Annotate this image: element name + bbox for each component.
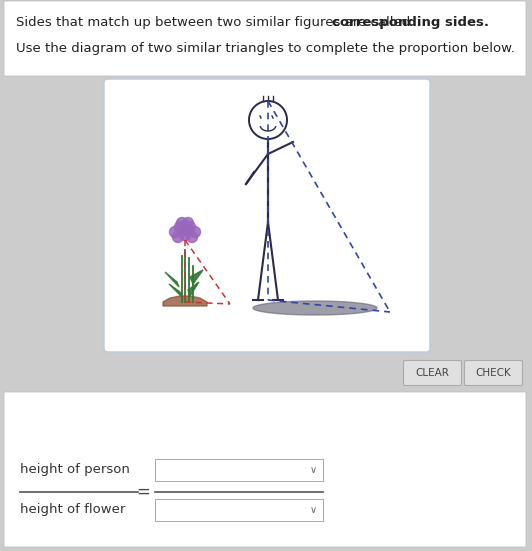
FancyBboxPatch shape <box>4 392 526 547</box>
Text: =: = <box>136 483 150 501</box>
FancyBboxPatch shape <box>4 1 526 76</box>
Circle shape <box>182 218 194 229</box>
Text: Sides that match up between two similar figures are called: Sides that match up between two similar … <box>16 16 414 29</box>
Text: ∨: ∨ <box>310 505 317 515</box>
Circle shape <box>187 231 197 242</box>
FancyBboxPatch shape <box>464 360 522 386</box>
Polygon shape <box>169 284 182 297</box>
Circle shape <box>170 226 180 237</box>
Text: height of flower: height of flower <box>20 504 126 516</box>
FancyBboxPatch shape <box>403 360 461 386</box>
Polygon shape <box>163 296 207 306</box>
Circle shape <box>177 218 187 229</box>
Text: ∨: ∨ <box>310 465 317 475</box>
Polygon shape <box>165 272 179 287</box>
Polygon shape <box>253 301 377 315</box>
Text: Use the diagram of two similar triangles to complete the proportion below.: Use the diagram of two similar triangles… <box>16 42 515 55</box>
FancyBboxPatch shape <box>155 459 323 481</box>
Text: CHECK: CHECK <box>476 368 511 378</box>
Circle shape <box>179 224 190 235</box>
Text: corresponding sides.: corresponding sides. <box>331 16 489 29</box>
Text: height of person: height of person <box>20 463 130 477</box>
Circle shape <box>179 230 190 240</box>
Text: CLEAR: CLEAR <box>415 368 450 378</box>
Circle shape <box>185 222 195 233</box>
Circle shape <box>174 222 186 233</box>
FancyBboxPatch shape <box>104 79 430 352</box>
FancyBboxPatch shape <box>155 499 323 521</box>
Circle shape <box>172 231 184 242</box>
Polygon shape <box>188 282 199 296</box>
Polygon shape <box>190 270 203 284</box>
Circle shape <box>189 226 201 237</box>
